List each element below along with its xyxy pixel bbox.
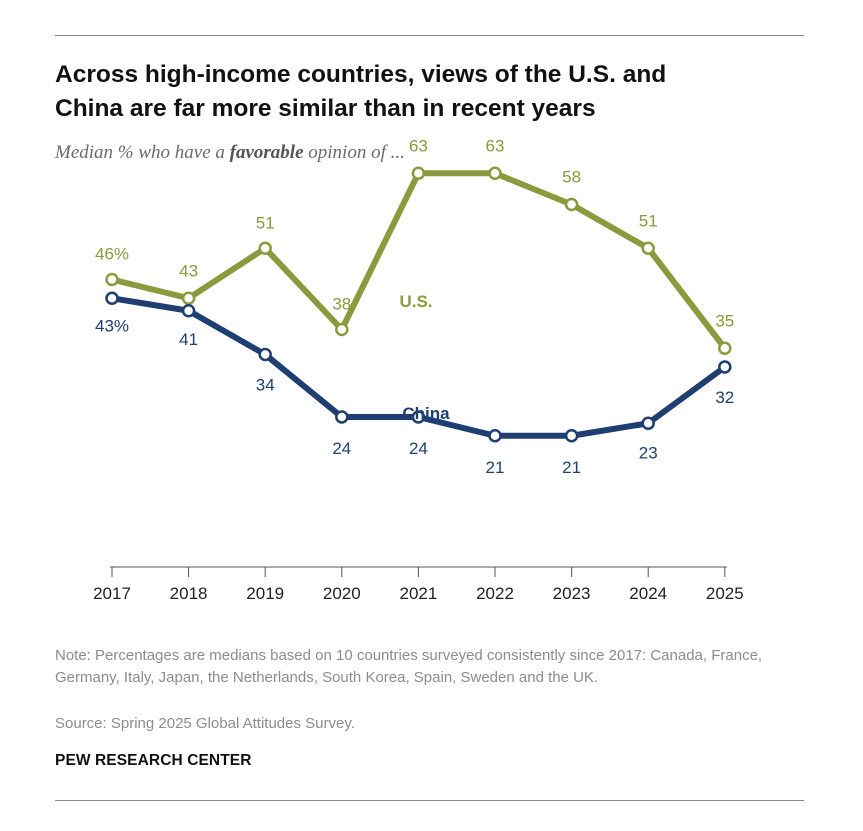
china-point-2018 [181, 304, 196, 318]
china-point-2024 [641, 416, 655, 430]
china-value-label-2019: 34 [256, 376, 275, 395]
pew-research-center-logo: PEW RESEARCH CENTER [55, 752, 252, 769]
x-tick-label-2025: 2025 [706, 584, 744, 603]
x-tick-label-2021: 2021 [399, 584, 437, 603]
title-line-2: China are far more similar than in recen… [55, 95, 596, 122]
china-point-2025 [718, 360, 732, 374]
chart-subtitle: Median % who have a favorable opinion of… [55, 142, 405, 164]
us-value-label-2018: 43 [179, 261, 198, 280]
chart-note: Note: Percentages are medians based on 1… [55, 645, 795, 689]
title-line-1: Across high-income countries, views of t… [55, 61, 667, 88]
china-point-2023 [564, 429, 579, 443]
china-point-2019 [258, 347, 272, 362]
china-value-label-2017: 43% [95, 316, 129, 335]
us-point-2019 [258, 241, 272, 255]
china-point-2020 [335, 410, 349, 424]
china-value-label-2022: 21 [486, 458, 505, 477]
us-point-2024 [641, 241, 655, 255]
china-value-label-2021: 24 [409, 439, 428, 458]
bottom-rule [55, 800, 804, 801]
chart-source: Source: Spring 2025 Global Attitudes Sur… [55, 715, 355, 732]
x-tick-label-2017: 2017 [93, 584, 131, 603]
china-series-label: China [402, 404, 450, 423]
us-value-label-2024: 51 [639, 211, 658, 230]
us-value-label-2019: 51 [256, 213, 275, 232]
china-value-label-2025: 32 [715, 388, 734, 407]
us-value-label-2022: 63 [486, 136, 505, 155]
subtitle-pre: Median % who have a [55, 142, 230, 163]
china-point-2022 [488, 429, 502, 443]
china-value-label-2020: 24 [332, 439, 351, 458]
x-tick-label-2018: 2018 [170, 584, 208, 603]
subtitle-bold: favorable [229, 142, 304, 163]
china-value-label-2018: 41 [179, 330, 198, 349]
subtitle-post: opinion of ... [303, 142, 405, 163]
china-point-2021 [411, 410, 426, 424]
us-point-2017 [105, 272, 119, 287]
us-value-label-2017: 46% [95, 245, 129, 264]
x-tick-label-2020: 2020 [323, 584, 361, 603]
x-tick-label-2022: 2022 [476, 584, 514, 603]
us-series-label: U.S. [399, 292, 432, 311]
us-value-label-2023: 58 [562, 168, 581, 187]
x-tick-label-2024: 2024 [629, 584, 667, 603]
top-rule [55, 35, 804, 36]
china-value-label-2023: 21 [562, 458, 581, 477]
us-point-2021 [411, 166, 426, 180]
x-tick-label-2019: 2019 [246, 584, 284, 603]
us-point-2018 [181, 291, 196, 305]
us-point-2022 [488, 166, 502, 180]
us-value-label-2021: 63 [409, 136, 428, 155]
x-tick-label-2023: 2023 [553, 584, 591, 603]
us-point-2023 [564, 197, 579, 212]
note-text: Note: Percentages are medians based on 1… [55, 647, 763, 686]
us-value-label-2025: 35 [715, 311, 734, 330]
us-point-2025 [718, 341, 732, 355]
line-chart: 2017 2018 2019 2020 2021 2022 2023 2024 2025 46% 4… [93, 136, 744, 603]
chart-title: Across high-income countries, views of t… [55, 58, 815, 126]
china-point-2017 [105, 291, 119, 305]
us-value-label-2020: 38 [332, 295, 351, 314]
china-value-label-2024: 23 [639, 443, 658, 462]
us-point-2020 [335, 322, 349, 337]
